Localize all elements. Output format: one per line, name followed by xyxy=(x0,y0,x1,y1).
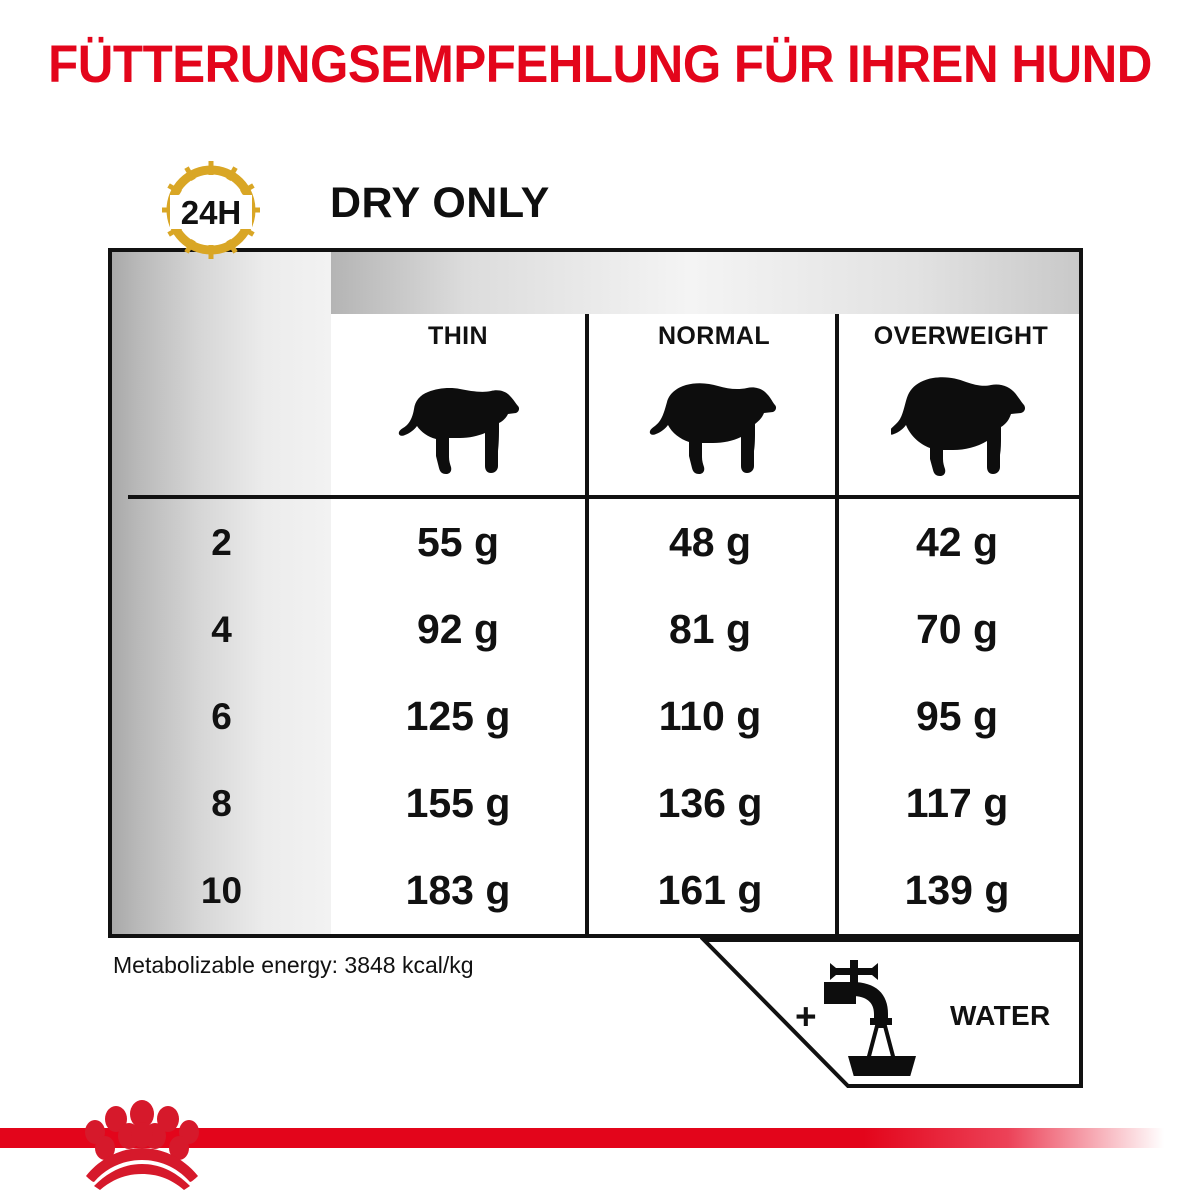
cell-overweight: 139 g xyxy=(904,867,1010,913)
weight-condition-band xyxy=(331,252,1079,314)
cell-dog-weight: 10 xyxy=(200,869,243,911)
dog-thin-icon xyxy=(331,362,585,487)
column-header-normal: NORMAL xyxy=(657,322,771,350)
feeding-mode-label: DRY ONLY xyxy=(330,179,550,227)
table-row: 8 155 g 136 g 117 g xyxy=(112,760,1079,847)
faucet-bowl-icon xyxy=(822,956,937,1076)
cell-dog-weight: 4 xyxy=(211,608,232,650)
column-overweight: OVERWEIGHT xyxy=(843,314,1079,497)
cell-dog-weight: 8 xyxy=(211,782,232,824)
column-divider-2 xyxy=(835,314,839,934)
water-label: WATER xyxy=(950,1000,1051,1031)
cell-thin: 55 g xyxy=(416,519,500,565)
cell-thin: 183 g xyxy=(405,867,511,913)
water-callout: + xyxy=(700,938,1083,1088)
table-row: 2 55 g 48 g 42 g xyxy=(112,499,1079,586)
cell-thin: 155 g xyxy=(405,780,511,826)
column-thin: THIN xyxy=(331,314,585,497)
cell-dog-weight: 2 xyxy=(211,521,232,563)
cell-overweight: 42 g xyxy=(915,519,999,565)
dog-normal-icon xyxy=(589,362,839,487)
royal-canin-crown-icon xyxy=(72,1098,212,1190)
table-row: 6 125 g 110 g 95 g xyxy=(112,673,1079,760)
24h-clock-icon: 24H xyxy=(146,158,276,262)
cell-normal: 81 g xyxy=(668,606,752,652)
column-header-overweight: OVERWEIGHT xyxy=(873,322,1049,350)
table-row: 10 183 g 161 g 139 g xyxy=(112,847,1079,934)
page-title: FÜTTERUNGSEMPFEHLUNG FÜR IHREN HUND xyxy=(48,35,1152,94)
cell-dog-weight: 6 xyxy=(211,695,232,737)
table-row: 4 92 g 81 g 70 g xyxy=(112,586,1079,673)
cell-thin: 125 g xyxy=(405,693,511,739)
cell-thin: 92 g xyxy=(416,606,500,652)
cell-overweight: 95 g xyxy=(915,693,999,739)
svg-text:24H: 24H xyxy=(181,194,242,231)
column-header-thin: THIN xyxy=(428,322,488,350)
cell-overweight: 117 g xyxy=(905,780,1009,826)
cell-overweight: 70 g xyxy=(915,606,999,652)
feeding-table: DOG WEIGHT KG WEIGHT CONDITION THIN NORM… xyxy=(108,248,1083,938)
dog-overweight-icon xyxy=(843,362,1079,487)
cell-normal: 136 g xyxy=(657,780,763,826)
column-normal: NORMAL xyxy=(589,314,839,497)
cell-normal: 48 g xyxy=(668,519,752,565)
metabolizable-energy-note: Metabolizable energy: 3848 kcal/kg xyxy=(113,952,474,978)
table-body: 2 55 g 48 g 42 g 4 92 g 81 g 70 g 6 125 … xyxy=(112,499,1079,934)
header-body-divider xyxy=(128,495,1079,499)
cell-normal: 110 g xyxy=(658,693,762,739)
plus-icon: + xyxy=(795,996,817,1037)
brand-red-bar xyxy=(0,1128,1200,1148)
cell-normal: 161 g xyxy=(657,867,763,913)
dog-weight-column-band xyxy=(112,252,331,934)
column-divider-1 xyxy=(585,314,589,934)
